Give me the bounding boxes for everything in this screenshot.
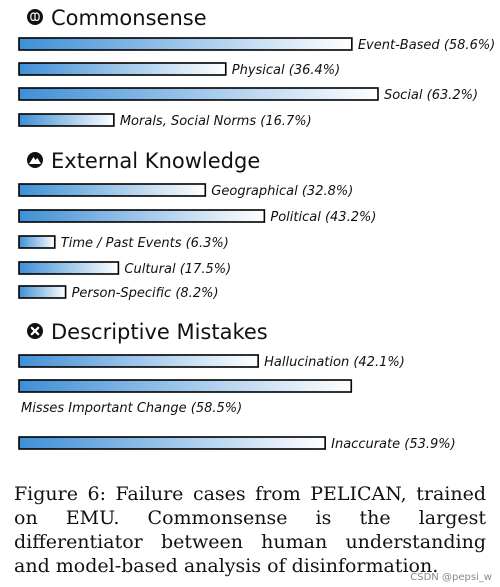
- bar-event-based: [18, 37, 353, 51]
- bar-political: [18, 209, 266, 223]
- bar-label-social: Social (63.2%): [384, 88, 478, 103]
- bar-misses-important-change: [18, 379, 353, 393]
- bar-morals-social-norms: [18, 113, 115, 127]
- bar-label-cultural: Cultural (17.5%): [124, 262, 231, 277]
- bar-physical: [18, 62, 227, 76]
- failure-cases-chart: Commonsense Event-Based (58.6%) Physical (…: [18, 6, 495, 452]
- bar-person-specific: [18, 285, 67, 299]
- bar-hallucination: [18, 354, 259, 368]
- bar-label-person-specific: Person-Specific (8.2%): [72, 286, 219, 301]
- section-title-external-knowledge: External Knowledge: [51, 149, 260, 173]
- bar-label-misses-important-change: Misses Important Change (58.5%): [21, 401, 242, 416]
- bar-label-hallucination: Hallucination (42.1%): [264, 355, 405, 370]
- mountain-icon: [27, 152, 43, 168]
- section-title-commonsense: Commonsense: [51, 6, 207, 30]
- bar-social: [18, 87, 379, 101]
- watermark: CSDN @pepsi_w: [410, 572, 492, 583]
- bar-geographical: [18, 183, 207, 197]
- bar-inaccurate: [18, 436, 326, 450]
- section-title-descriptive-mistakes: Descriptive Mistakes: [51, 320, 268, 344]
- brain-icon: [27, 9, 43, 25]
- figure-caption: Figure 6: Failure cases from PELICAN, tr…: [14, 483, 486, 577]
- bar-label-event-based: Event-Based (58.6%): [358, 38, 495, 53]
- bar-label-time-past-events: Time / Past Events (6.3%): [61, 236, 229, 251]
- bar-label-physical: Physical (36.4%): [232, 63, 340, 78]
- bar-label-inaccurate: Inaccurate (53.9%): [331, 437, 456, 452]
- x-circle-icon: [27, 323, 43, 339]
- bar-cultural: [18, 261, 120, 275]
- bar-label-morals-social-norms: Morals, Social Norms (16.7%): [120, 114, 312, 129]
- bar-time-past-events: [18, 235, 56, 249]
- bar-label-geographical: Geographical (32.8%): [211, 184, 353, 199]
- bar-label-political: Political (43.2%): [270, 210, 376, 225]
